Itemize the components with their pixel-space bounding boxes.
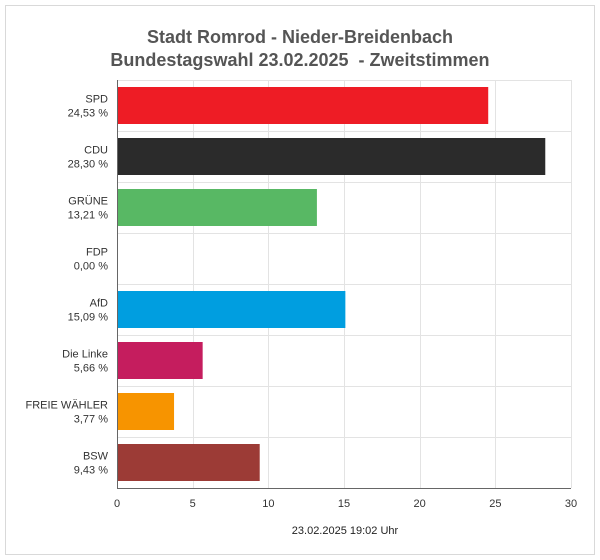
chart-title-line-1: Stadt Romrod - Nieder-Breidenbach xyxy=(146,27,454,47)
category-label: FREIE WÄHLER xyxy=(25,400,108,412)
category-percent-label: 3,77 % xyxy=(74,414,108,426)
timestamp-footer: 23.02.2025 19:02 Uhr xyxy=(291,525,399,537)
category-label: CDU xyxy=(84,145,108,157)
x-tick-label: 25 xyxy=(489,498,501,510)
x-tick-label: 15 xyxy=(338,498,350,510)
category-label: Die Linke xyxy=(62,349,108,361)
bar-die-linke xyxy=(118,342,203,379)
category-label: AfD xyxy=(90,298,108,310)
chart-title-line-2: Bundestagswahl 23.02.2025 - Zweitstimmen xyxy=(110,50,490,70)
category-percent-label: 15,09 % xyxy=(68,312,109,324)
x-tick-label: 10 xyxy=(262,498,274,510)
category-percent-label: 28,30 % xyxy=(68,159,109,171)
x-tick-label: 30 xyxy=(565,498,577,510)
category-label: FDP xyxy=(86,247,108,259)
category-percent-label: 9,43 % xyxy=(74,465,108,477)
x-tick-label: 0 xyxy=(114,498,120,510)
category-percent-label: 5,66 % xyxy=(74,363,108,375)
category-percent-label: 0,00 % xyxy=(74,261,108,273)
bar-spd xyxy=(118,87,489,124)
bar-bsw xyxy=(118,444,260,481)
category-percent-label: 24,53 % xyxy=(68,108,109,120)
category-label: GRÜNE xyxy=(68,196,108,208)
category-percent-label: 13,21 % xyxy=(68,210,109,222)
category-label: SPD xyxy=(85,94,108,106)
bar-grüne xyxy=(118,189,317,226)
x-tick-label: 20 xyxy=(414,498,426,510)
bar-freie-wähler xyxy=(118,393,175,430)
category-label: BSW xyxy=(83,451,109,463)
bar-afd xyxy=(118,291,346,328)
bar-cdu xyxy=(118,138,546,175)
x-tick-label: 5 xyxy=(190,498,196,510)
